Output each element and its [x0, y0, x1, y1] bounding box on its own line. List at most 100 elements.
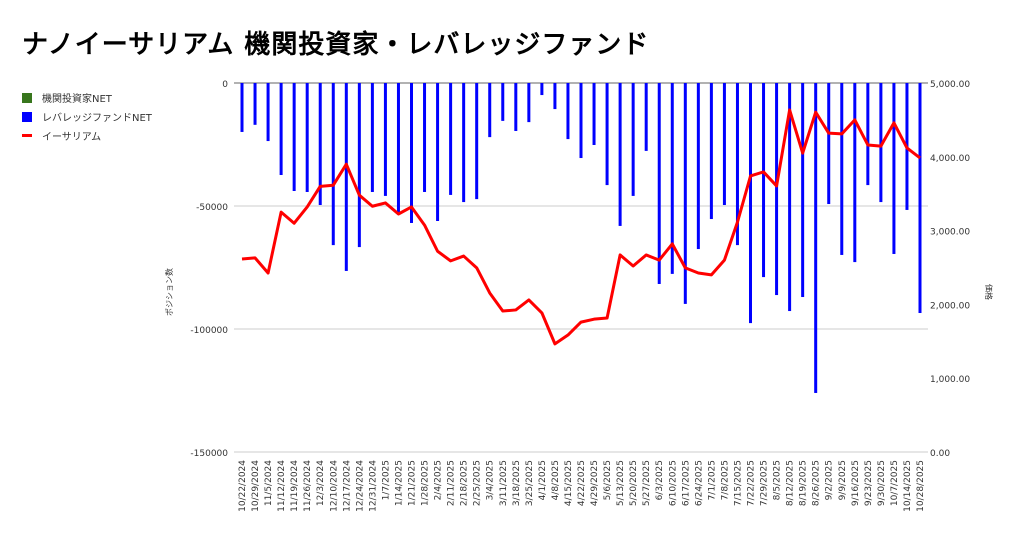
- bar-leveraged-fund: [540, 83, 544, 96]
- x-tick-label: 12/31/2024: [368, 460, 378, 512]
- left-tick-label: -50000: [196, 203, 228, 213]
- bar-leveraged-fund: [722, 83, 726, 206]
- legend-item-institutional: 機関投資家NET: [22, 88, 152, 107]
- bar-leveraged-fund: [553, 83, 557, 110]
- x-tick-label: 4/22/2025: [577, 460, 587, 506]
- bar-leveraged-fund: [670, 83, 674, 274]
- bar-leveraged-fund: [775, 83, 779, 296]
- bar-leveraged-fund: [840, 83, 844, 255]
- x-tick-label: 4/1/2025: [538, 460, 548, 500]
- x-tick-label: 5/27/2025: [642, 460, 652, 506]
- x-tick-label: 6/10/2025: [668, 460, 678, 506]
- left-tick-label: -150000: [190, 449, 228, 459]
- legend-swatch-institutional: [22, 92, 32, 103]
- x-tick-label: 7/15/2025: [733, 460, 743, 506]
- bar-leveraged-fund: [344, 83, 348, 271]
- bar-leveraged-fund: [253, 83, 257, 125]
- bar-leveraged-fund: [735, 83, 739, 246]
- bar-leveraged-fund: [370, 83, 374, 192]
- bar-leveraged-fund: [566, 83, 570, 140]
- x-tick-label: 11/19/2024: [290, 460, 300, 512]
- x-tick-label: 12/24/2024: [355, 460, 365, 512]
- x-tick-label: 12/10/2024: [329, 460, 339, 512]
- legend-label: イーサリアム: [42, 132, 102, 143]
- right-tick-label: 2,000.00: [930, 301, 970, 311]
- bar-leveraged-fund: [696, 83, 700, 250]
- bar-leveraged-fund: [788, 83, 792, 312]
- bar-leveraged-fund: [879, 83, 883, 203]
- legend-item-ethereum: イーサリアム: [22, 126, 152, 145]
- x-tick-label: 11/5/2024: [264, 460, 274, 506]
- left-tick-label: -100000: [190, 326, 228, 336]
- x-tick-label: 3/25/2025: [525, 460, 535, 506]
- bar-leveraged-fund: [331, 83, 335, 246]
- bar-leveraged-fund: [423, 83, 427, 192]
- x-tick-label: 7/29/2025: [760, 460, 770, 506]
- bar-leveraged-fund: [631, 83, 635, 196]
- x-tick-label: 4/29/2025: [590, 460, 600, 506]
- x-tick-label: 5/13/2025: [616, 460, 626, 506]
- x-tick-label: 2/25/2025: [473, 460, 483, 506]
- bar-leveraged-fund: [357, 83, 361, 248]
- bar-leveraged-fund: [410, 83, 413, 223]
- chart-title: ナノイーサリアム 機関投資家・レバレッジファンド: [22, 30, 650, 60]
- bar-leveraged-fund: [279, 83, 283, 176]
- bar-leveraged-fund: [527, 83, 531, 123]
- x-tick-label: 7/1/2025: [707, 460, 717, 500]
- x-tick-label: 10/22/2024: [238, 460, 248, 512]
- x-tick-label: 2/18/2025: [460, 460, 470, 506]
- bar-leveraged-fund: [383, 83, 387, 196]
- x-tick-label: 7/22/2025: [747, 460, 757, 506]
- legend-swatch-ethereum: [22, 134, 32, 137]
- bar-leveraged-fund: [514, 83, 518, 131]
- legend: 機関投資家NET レバレッジファンドNET イーサリアム: [22, 88, 152, 145]
- x-tick-label: 6/24/2025: [694, 460, 704, 506]
- bar-leveraged-fund: [592, 83, 596, 145]
- bar-leveraged-fund: [709, 83, 713, 220]
- x-tick-label: 12/17/2024: [342, 460, 352, 512]
- bar-leveraged-fund: [605, 83, 609, 186]
- bar-leveraged-fund: [501, 83, 505, 121]
- x-tick-label: 6/17/2025: [681, 460, 691, 506]
- x-tick-label: 9/9/2025: [838, 460, 848, 500]
- bar-leveraged-fund: [475, 83, 479, 200]
- x-tick-label: 1/28/2025: [421, 460, 431, 506]
- bar-leveraged-fund: [449, 83, 453, 195]
- bar-leveraged-fund: [618, 83, 622, 226]
- bar-leveraged-fund: [436, 83, 440, 222]
- x-tick-label: 3/4/2025: [486, 460, 496, 500]
- x-tick-label: 6/3/2025: [655, 460, 665, 500]
- bar-leveraged-fund: [240, 83, 244, 132]
- x-tick-label: 12/3/2024: [316, 460, 326, 506]
- bar-leveraged-fund: [801, 83, 805, 298]
- x-tick-label: 9/30/2025: [877, 460, 887, 506]
- x-tick-label: 4/15/2025: [564, 460, 574, 506]
- x-tick-label: 9/2/2025: [825, 460, 835, 500]
- x-tick-label: 2/4/2025: [434, 460, 444, 500]
- x-tick-label: 9/16/2025: [851, 460, 861, 506]
- right-axis-title: 価格: [984, 284, 994, 300]
- x-tick-label: 10/7/2025: [890, 460, 900, 506]
- x-tick-label: 8/5/2025: [773, 460, 783, 500]
- bar-leveraged-fund: [488, 83, 492, 138]
- right-tick-label: 4,000.00: [930, 154, 970, 164]
- legend-label: レバレッジファンドNET: [42, 113, 152, 124]
- bar-leveraged-fund: [814, 83, 818, 393]
- bar-leveraged-fund: [318, 83, 322, 206]
- x-tick-label: 8/26/2025: [812, 460, 822, 506]
- bar-leveraged-fund: [266, 83, 270, 142]
- bar-leveraged-fund: [305, 83, 309, 192]
- legend-swatch-leveraged: [22, 111, 32, 122]
- x-tick-label: 10/14/2025: [903, 460, 913, 512]
- x-tick-label: 1/21/2025: [408, 460, 418, 506]
- bar-leveraged-fund: [762, 83, 766, 278]
- bar-leveraged-fund: [853, 83, 857, 263]
- bar-leveraged-fund: [749, 83, 752, 324]
- x-tick-label: 3/11/2025: [499, 460, 509, 506]
- x-tick-label: 11/26/2024: [303, 460, 313, 512]
- x-tick-label: 1/14/2025: [394, 460, 404, 506]
- right-tick-label: 0.00: [930, 449, 950, 459]
- bar-leveraged-fund: [683, 83, 687, 304]
- legend-label: 機関投資家NET: [42, 94, 112, 105]
